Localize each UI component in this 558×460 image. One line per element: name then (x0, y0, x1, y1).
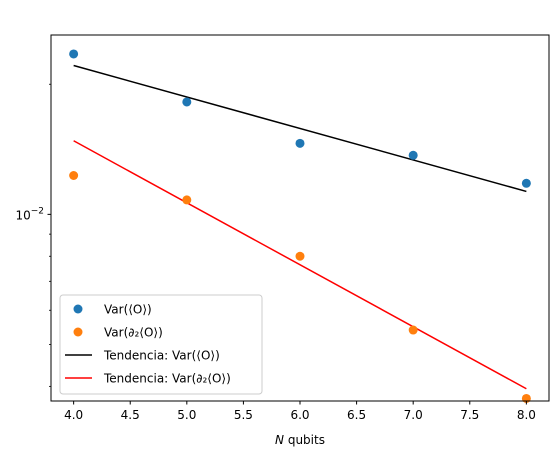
trend-line-2 (73, 64, 527, 193)
legend-label-1: Var(∂₂⟨O⟩) (104, 326, 163, 340)
x-axis-label: N qubits (275, 433, 325, 447)
data-point-s1-1 (182, 195, 192, 205)
data-point-s1-2 (295, 251, 305, 261)
data-points (69, 49, 531, 403)
data-point-s1-3 (408, 325, 418, 335)
x-tick-label: 8.0 (517, 408, 536, 422)
legend-swatch-0 (73, 304, 83, 314)
x-tick-label: 5.5 (234, 408, 253, 422)
legend-swatch-1 (73, 327, 83, 337)
x-tick-label: 7.0 (404, 408, 423, 422)
data-point-s0-0 (69, 49, 79, 59)
trend-line-3 (73, 140, 527, 390)
data-point-s0-3 (408, 150, 418, 160)
x-tick-label: 6.5 (347, 408, 366, 422)
x-tick-label: 7.5 (460, 408, 479, 422)
legend-box (59, 294, 263, 395)
x-tick-label: 4.0 (64, 408, 83, 422)
x-axis-ticks: 4.0 4.5 5.0 5.5 6.0 6.5 7.0 7.5 8.0 (64, 401, 536, 422)
y-axis-ticks: 10−2 (15, 83, 51, 387)
legend-label-0: Var(⟨O⟩) (104, 303, 152, 317)
x-tick-label: 5.0 (177, 408, 196, 422)
x-tick-label: 6.0 (290, 408, 309, 422)
x-tick-label: 4.5 (121, 408, 140, 422)
legend: Var(⟨O⟩) Var(∂₂⟨O⟩) Tendencia: Var(⟨O⟩) Ten… (59, 294, 263, 395)
legend-label-2: Tendencia: Var(⟨O⟩) (103, 349, 220, 363)
data-point-s0-2 (295, 138, 305, 148)
legend-label-3: Tendencia: Var(∂₂⟨O⟩) (103, 372, 231, 386)
data-point-s1-0 (69, 171, 79, 181)
data-point-s0-1 (182, 97, 192, 107)
data-point-s0-4 (521, 178, 531, 188)
y-tick-label: 10−2 (15, 206, 44, 222)
trend-lines (73, 64, 527, 390)
